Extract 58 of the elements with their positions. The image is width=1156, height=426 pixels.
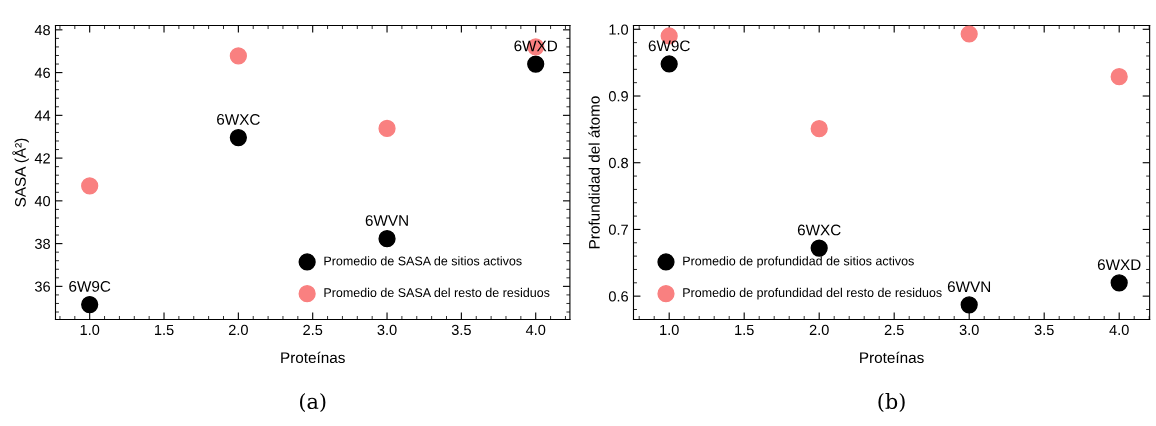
legend-label: Promedio de profundidad de sitios activos: [683, 256, 914, 268]
text: (a): [300, 392, 326, 413]
point: [810, 239, 828, 257]
y-axis-title: Profundidad del átomo: [588, 96, 600, 249]
x-tick-label: 1.5: [155, 324, 174, 336]
annotation: 6WVN: [947, 281, 991, 293]
annotation: 6WVN: [365, 215, 408, 226]
point: [81, 177, 99, 195]
point: [378, 230, 396, 248]
text: (b): [878, 392, 905, 413]
y-tick-label: 42: [34, 153, 50, 164]
y-axis-title: SASA (Å²): [12, 138, 29, 207]
annotation: 6WXC: [797, 224, 841, 236]
x-tick-label: 1.0: [80, 324, 100, 336]
x-tick-label: 4.0: [1109, 324, 1129, 336]
x-tick-label: 3.5: [1034, 324, 1054, 336]
y-tick-label: 40: [34, 195, 51, 207]
x-tick-label: 3.0: [377, 324, 397, 336]
legend-label: Promedio de profundidad del resto de residuos: [683, 287, 942, 300]
annotation: 6W9C: [69, 280, 111, 292]
y-tick-label: 38: [34, 238, 50, 250]
point: [229, 47, 247, 65]
y-tick-label: 48: [34, 24, 50, 36]
legend-label: Promedio de SASA de sitios activos: [324, 256, 522, 266]
x-tick-label: 2.0: [228, 324, 248, 336]
y-tick-label: 0.9: [608, 91, 628, 102]
y-tick-label: 1.0: [609, 24, 629, 35]
point: [810, 120, 828, 138]
x-tick-label: 2.5: [884, 324, 904, 336]
legend-label: Promedio de SASA del resto de residuos: [324, 287, 550, 298]
annotation: 6W9C: [648, 40, 690, 52]
y-tick-label: 44: [34, 110, 51, 121]
x-tick-label: 2.0: [809, 324, 829, 336]
y-tick-label: 0.7: [608, 224, 628, 235]
point: [81, 295, 99, 314]
x-axis-title: Proteínas: [860, 351, 924, 364]
point: [660, 55, 678, 73]
point: [378, 119, 396, 137]
point: [960, 25, 978, 43]
point: [229, 128, 247, 147]
point: [960, 296, 978, 314]
x-tick-label: 1.5: [735, 324, 754, 336]
annotation: 6WXD: [514, 40, 558, 52]
point: [1110, 274, 1128, 292]
x-tick-label: 3.5: [451, 324, 471, 336]
x-axis-title: Proteínas: [281, 351, 345, 364]
y-tick-label: 36: [34, 281, 50, 292]
y-tick-label: 0.8: [608, 157, 628, 169]
y-tick-label: 46: [34, 67, 50, 79]
point: [527, 55, 545, 73]
annotation: 6WXD: [1097, 259, 1141, 271]
x-tick-label: 1.0: [660, 324, 679, 336]
x-tick-label: 4.0: [525, 324, 546, 336]
x-tick-label: 3.0: [959, 324, 979, 336]
y-tick-label: 0.6: [608, 291, 628, 302]
x-tick-label: 2.5: [303, 324, 323, 336]
annotation: 6WXC: [217, 114, 260, 125]
point: [1110, 68, 1128, 86]
